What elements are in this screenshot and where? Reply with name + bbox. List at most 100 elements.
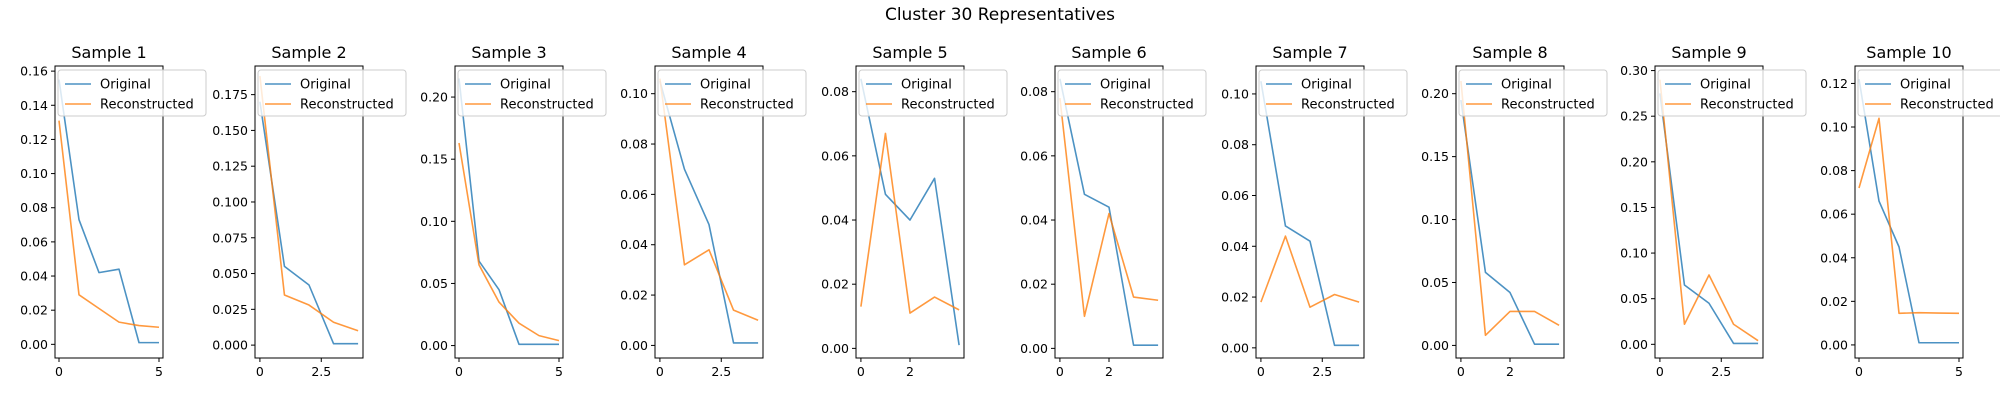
y-tick-label: 0.06 <box>1221 188 1249 203</box>
series-line-original <box>659 80 759 344</box>
y-tick-label: 0.050 <box>212 266 248 281</box>
axes-frame <box>454 65 564 359</box>
axes-frame <box>1854 65 1964 359</box>
legend-label: Reconstructed <box>300 98 394 113</box>
x-tick-label: 0 <box>1457 364 1465 379</box>
legend: Original Reconstructed <box>1657 69 1807 117</box>
legend: Original Reconstructed <box>657 69 807 117</box>
series-line-reconstructed <box>1659 79 1759 342</box>
legend: Original Reconstructed <box>1458 69 1608 117</box>
legend-label: Reconstructed <box>1900 98 1994 113</box>
series-line-reconstructed <box>1059 98 1159 318</box>
legend: Original Reconstructed <box>1857 69 2000 117</box>
subplot-title: Sample 5 <box>872 43 947 62</box>
subplot-4: Sample 4 0.00 0.02 0.04 0.06 0.08 0.10 0 2.5 Orig… <box>620 43 807 379</box>
y-tick-label: 0.02 <box>20 303 48 318</box>
subplot-2: Sample 2 0.000 0.025 0.050 0.075 0.100 0.125 0.… <box>212 43 407 379</box>
x-tick-label: 0 <box>1056 364 1064 379</box>
x-tick-label: 0 <box>455 364 463 379</box>
series-line-reconstructed <box>860 132 960 314</box>
legend: Original Reconstructed <box>57 69 207 117</box>
x-tick-label: 2.5 <box>1711 364 1731 379</box>
y-tick-label: 0.10 <box>620 86 648 101</box>
x-tick-label: 5 <box>1955 364 1963 379</box>
axes-frame <box>1255 65 1365 359</box>
series-line-original <box>1260 81 1360 347</box>
y-tick-label: 0.02 <box>821 277 849 292</box>
legend-box <box>1258 69 1408 117</box>
x-tick-label: 0 <box>256 364 264 379</box>
subplot-10: Sample 10 0.00 0.02 0.04 0.06 0.08 0.10 0.12 0 5 O… <box>1820 43 2000 379</box>
series-line-original <box>58 79 159 344</box>
y-tick-label: 0.30 <box>1620 63 1648 78</box>
legend-box <box>1458 69 1608 117</box>
subplot-title: Sample 2 <box>271 43 346 62</box>
y-tick-label: 0.15 <box>1421 149 1449 164</box>
x-tick-label: 0 <box>1656 364 1664 379</box>
legend-label: Reconstructed <box>1301 98 1395 113</box>
y-tick-label: 0.15 <box>1620 200 1648 215</box>
y-tick-label: 0.04 <box>20 269 48 284</box>
series-line-reconstructed <box>259 75 359 332</box>
x-tick-label: 2 <box>1506 364 1514 379</box>
x-tick-label: 0 <box>1855 364 1863 379</box>
y-tick-label: 0.08 <box>620 137 648 152</box>
series-line-reconstructed <box>58 120 160 329</box>
subplot-8: Sample 8 0.00 0.05 0.10 0.15 0.20 0 2 Original Re… <box>1421 43 1608 379</box>
y-tick-label: 0.25 <box>1620 109 1648 124</box>
x-tick-label: 2.5 <box>311 364 331 379</box>
series-line-original <box>1858 78 1959 344</box>
y-tick-label: 0.00 <box>1820 337 1848 352</box>
y-tick-label: 0.08 <box>1020 84 1048 99</box>
series-line-original <box>458 78 559 346</box>
x-tick-label: 0 <box>857 364 865 379</box>
figure-title: Cluster 30 Representatives <box>885 5 1115 25</box>
legend: Original Reconstructed <box>457 69 607 117</box>
y-tick-label: 0.00 <box>1620 337 1648 352</box>
y-tick-label: 0.00 <box>1221 340 1249 355</box>
series-line-original <box>1460 99 1560 345</box>
y-tick-label: 0.10 <box>1620 246 1648 261</box>
legend: Original Reconstructed <box>257 69 407 117</box>
y-tick-label: 0.00 <box>420 338 448 353</box>
subplot-6: Sample 6 0.00 0.02 0.04 0.06 0.08 0 2 Original Re… <box>1020 43 1207 379</box>
y-tick-label: 0.075 <box>212 230 248 245</box>
y-tick-label: 0.10 <box>1221 86 1249 101</box>
y-tick-label: 0.04 <box>821 213 849 228</box>
y-tick-label: 0.02 <box>1020 277 1048 292</box>
legend-label: Original <box>1900 78 1951 93</box>
legend-label: Reconstructed <box>700 98 794 113</box>
x-tick-label: 0 <box>656 364 664 379</box>
series-line-reconstructed <box>659 78 759 321</box>
y-tick-label: 0.12 <box>1820 76 1848 91</box>
legend-label: Original <box>901 78 952 93</box>
legend-label: Reconstructed <box>1700 98 1794 113</box>
y-tick-label: 0.06 <box>821 148 849 163</box>
series-line-reconstructed <box>1460 81 1560 337</box>
legend: Original Reconstructed <box>1057 69 1207 117</box>
y-tick-label: 0.10 <box>420 214 448 229</box>
legend-label: Reconstructed <box>1100 98 1194 113</box>
y-tick-label: 0.125 <box>212 159 248 174</box>
y-tick-label: 0.04 <box>1820 250 1848 265</box>
x-tick-label: 5 <box>555 364 563 379</box>
y-tick-label: 0.175 <box>212 87 248 102</box>
x-tick-label: 0 <box>1257 364 1265 379</box>
y-tick-label: 0.04 <box>1221 239 1249 254</box>
x-tick-label: 5 <box>155 364 163 379</box>
x-tick-label: 0 <box>55 364 63 379</box>
legend-label: Original <box>1501 78 1552 93</box>
legend-box <box>1057 69 1207 117</box>
subplot-title: Sample 9 <box>1671 43 1746 62</box>
y-tick-label: 0.14 <box>20 98 48 113</box>
y-tick-label: 0.10 <box>1421 212 1449 227</box>
axes-frame <box>54 65 164 359</box>
series-line-reconstructed <box>1260 235 1360 309</box>
subplot-title: Sample 6 <box>1071 43 1146 62</box>
axes-frame <box>254 65 364 359</box>
legend-label: Reconstructed <box>500 98 594 113</box>
subplot-title: Sample 10 <box>1866 43 1951 62</box>
axes-frame <box>1654 65 1764 359</box>
y-tick-label: 0.08 <box>1820 163 1848 178</box>
